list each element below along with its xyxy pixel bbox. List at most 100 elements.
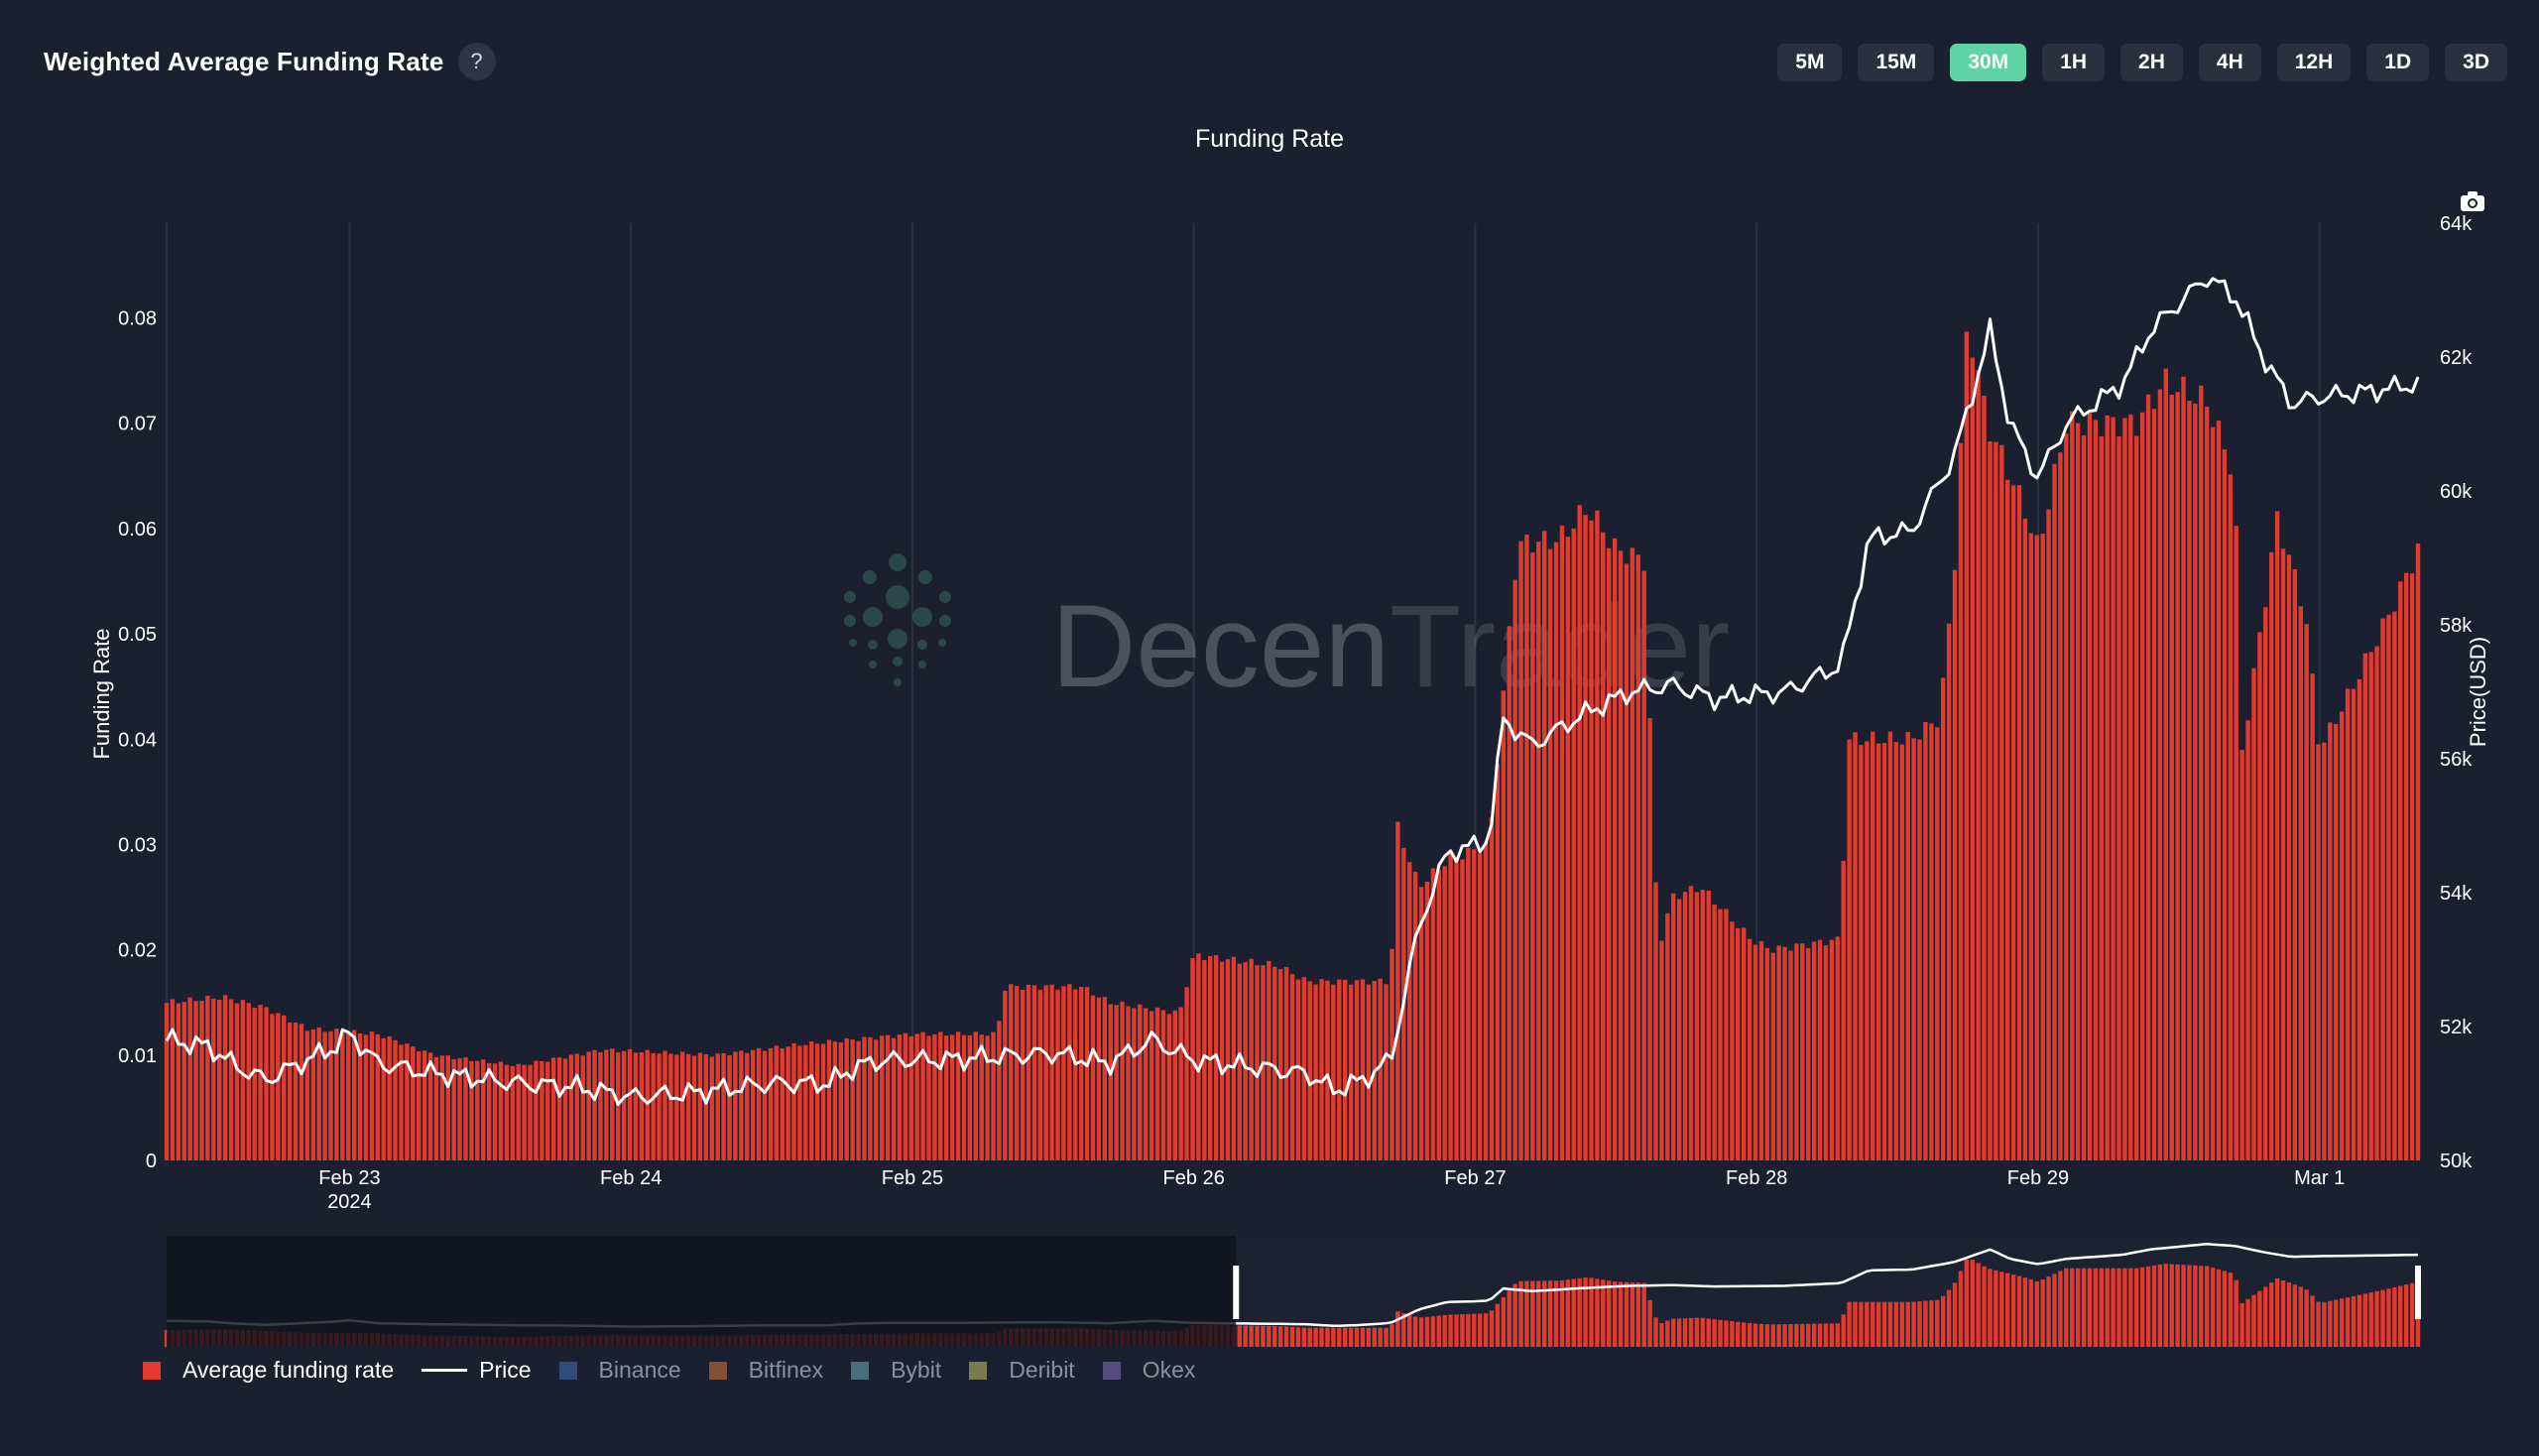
funding-bar [1348,984,1354,1160]
legend-item-binance[interactable]: Binance [558,1357,681,1384]
funding-bar [1758,941,1764,1160]
timeframe-button-2h[interactable]: 2H [2120,44,2183,81]
funding-bar [2280,548,2286,1160]
funding-bar [1009,984,1014,1160]
navigator-bar [2392,1286,2397,1347]
funding-bar [668,1053,673,1160]
watermark-dot [918,661,926,668]
navigator-bar [1424,1316,1430,1347]
navigator-bar [1501,1296,1506,1347]
help-button[interactable]: ? [457,43,496,80]
navigator-bar [1624,1281,1630,1347]
x-tick-label: Feb 28 [1726,1167,1787,1189]
funding-bar [486,1062,492,1160]
navigator-bar [2228,1273,2234,1347]
funding-bar [973,1031,978,1160]
funding-bar [1935,727,1940,1160]
funding-bar [1905,732,1910,1160]
funding-bar [1418,887,1424,1160]
funding-bar [2304,624,2309,1160]
funding-bar [516,1063,521,1160]
legend-item-okex[interactable]: Okex [1102,1357,1195,1384]
y-tick-label: 0.07 [118,414,157,435]
funding-bar [885,1034,891,1160]
x-tick-label: Feb 29 [2007,1167,2069,1189]
navigator-bar [2374,1290,2379,1347]
y2-tick-label: 52k [2440,1017,2473,1038]
timeframe-button-5m[interactable]: 5M [1777,44,1843,81]
funding-bar [2175,392,2180,1160]
navigator-bar [1952,1282,1958,1347]
watermark-dot [939,591,951,603]
legend-item-bybit[interactable]: Bybit [851,1357,941,1384]
funding-bar [1096,997,1102,1160]
funding-bar [357,1033,363,1160]
navigator-bar [1788,1324,1793,1347]
camera-icon[interactable] [2460,190,2485,212]
legend-item-price[interactable]: Price [422,1357,532,1384]
funding-bar [2099,435,2104,1160]
timeframe-button-4h[interactable]: 4H [2198,44,2261,81]
navigator-bar [2286,1282,2292,1347]
timeframe-button-15m[interactable]: 15M [1858,44,1935,81]
navigator-bar [2187,1265,2192,1347]
navigator-bar [2292,1284,2298,1347]
funding-bar [1859,745,1864,1160]
funding-bar [621,1050,627,1160]
navigator-bar [1893,1301,1899,1347]
funding-bar [2075,423,2081,1160]
timeframe-button-12h[interactable]: 12H [2276,44,2352,81]
funding-bar [803,1044,808,1160]
navigator-bar [1412,1316,1418,1347]
funding-bar [1612,538,1618,1160]
funding-bar [399,1044,404,1160]
navigator-bar [2010,1274,2016,1347]
funding-bar [1635,554,1640,1160]
funding-bar [1624,563,1630,1160]
funding-bar [1659,940,1664,1160]
funding-bar [417,1051,422,1160]
watermark-dot [863,570,877,584]
navigator-bar [1378,1327,1383,1347]
y-tick-label: 0.03 [118,834,157,856]
funding-bar [1788,950,1793,1160]
funding-bar [2046,509,2051,1160]
legend-label: Bitfinex [748,1357,824,1383]
navigator-bar [2263,1286,2268,1347]
legend-item-deribit[interactable]: Deribit [969,1357,1075,1384]
timeframe-button-3d[interactable]: 3D [2445,44,2507,81]
navigator-bar [1871,1301,1875,1347]
timeframe-button-1d[interactable]: 1D [2366,44,2430,81]
timeframe-button-1h[interactable]: 1H [2042,44,2106,81]
funding-bar [1565,537,1571,1160]
funding-bar [1249,958,1254,1160]
funding-bar [1132,1008,1137,1160]
funding-bar [228,999,234,1160]
navigator-bar [1390,1324,1394,1347]
funding-bar [1899,744,1904,1160]
funding-bar [439,1055,445,1160]
navigator-handle-right[interactable] [2415,1266,2421,1319]
legend-item-average-funding-rate[interactable]: Average funding rate [143,1357,394,1384]
funding-bar [2345,688,2351,1160]
funding-bar [1055,989,1060,1160]
funding-bar [1412,871,1418,1160]
funding-bar [1641,570,1646,1160]
funding-bar [2334,723,2339,1160]
legend-label: Price [479,1357,532,1383]
funding-bar [2274,511,2280,1160]
timeframe-button-30m[interactable]: 30M [1950,44,2027,81]
navigator-bar [1794,1323,1799,1347]
funding-bar [574,1053,579,1160]
navigator-handle-left[interactable] [1233,1266,1240,1319]
funding-bar [1454,857,1459,1160]
funding-bar [610,1048,615,1160]
funding-bar [1384,984,1389,1160]
funding-bar [633,1052,639,1160]
funding-bar [1736,927,1741,1160]
legend-item-bitfinex[interactable]: Bitfinex [708,1357,824,1384]
funding-bar [1073,989,1078,1160]
navigator-bar [1607,1280,1612,1347]
funding-bar [1184,987,1189,1160]
funding-bar [1553,542,1559,1160]
